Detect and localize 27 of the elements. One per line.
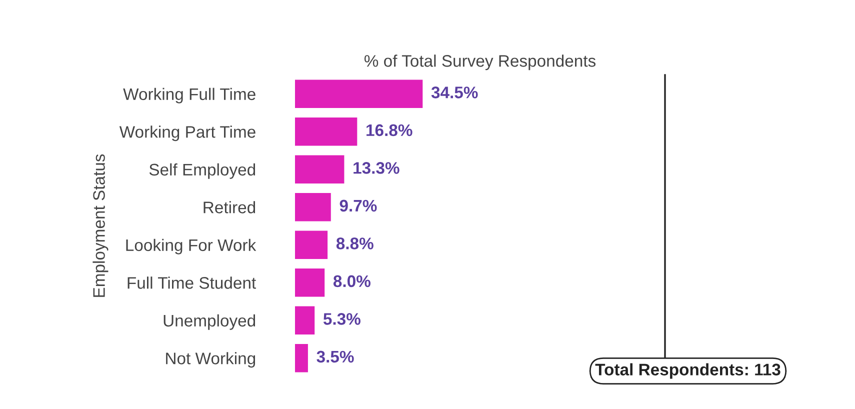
y-tick-label: Looking For Work: [126, 238, 256, 254]
data-label: 8.0%: [333, 275, 370, 288]
data-label: 34.5%: [431, 86, 478, 98]
y-tick-label: Unemployed: [164, 314, 256, 330]
data-label: 9.7%: [340, 200, 377, 212]
bar: [295, 117, 358, 146]
bar: [295, 344, 308, 372]
bar: [295, 192, 331, 222]
bar: [295, 306, 315, 335]
data-label: 3.5%: [316, 350, 354, 363]
y-axis-title: Employment Status: [92, 154, 108, 297]
x-axis-title: % of Total Survey Respondents: [364, 54, 596, 70]
y-tick-label: Full Time Student: [128, 276, 256, 289]
y-tick-label: Not Working: [166, 352, 256, 368]
y-tick-label: Working Full Time: [123, 88, 256, 104]
annotation: Total Respondents: 113: [595, 363, 780, 379]
y-tick-label: Working Part Time: [119, 126, 256, 142]
bar: [295, 268, 325, 297]
y-tick-label: Self Employed: [149, 163, 256, 179]
bar: [295, 155, 344, 184]
data-label: 13.3%: [354, 162, 400, 174]
data-label: 16.8%: [366, 124, 412, 136]
bar: [295, 80, 423, 108]
y-tick-label: Retired: [204, 201, 256, 214]
bar: [295, 230, 328, 260]
data-label: 8.8%: [336, 238, 374, 250]
data-label: 5.3%: [323, 313, 360, 325]
